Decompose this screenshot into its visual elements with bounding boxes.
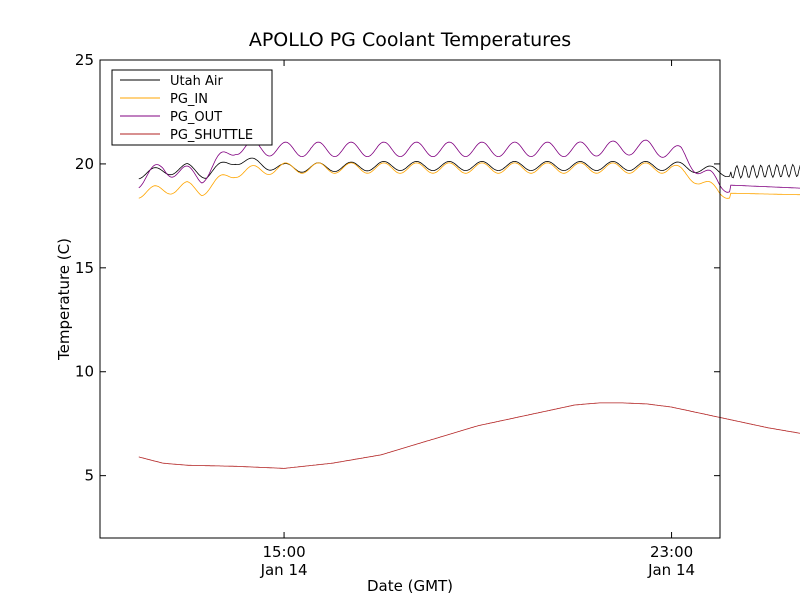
y-tick-label: 10	[75, 363, 94, 381]
series-line-pg-out	[138, 139, 800, 193]
legend-label: Utah Air	[170, 74, 223, 89]
y-axis-label: Temperature (C)	[55, 238, 73, 361]
legend-label: PG_OUT	[170, 110, 222, 125]
legend: Utah Air PG_IN PG_OUT PG_SHUTTLE	[111, 69, 273, 146]
legend-label: PG_IN	[170, 92, 208, 107]
series-line-pg-shuttle	[138, 402, 800, 469]
y-tick-label: 20	[75, 155, 94, 173]
y-axis-ticks: 5 10 15 20 25	[75, 51, 720, 485]
series-line-utah-air	[138, 157, 800, 180]
x-tick-date-label: Jan 14	[647, 561, 695, 579]
x-tick-date-label: Jan 14	[260, 561, 308, 579]
x-axis-label: Date (GMT)	[367, 577, 453, 595]
chart-title: APOLLO PG Coolant Temperatures	[249, 29, 571, 51]
y-tick-label: 15	[75, 259, 94, 277]
x-tick-time-label: 23:00	[650, 543, 693, 561]
legend-box	[111, 69, 273, 146]
y-tick-label: 5	[84, 467, 94, 485]
series-line-pg-in	[138, 162, 800, 199]
plot-border	[99, 59, 721, 539]
x-tick-time-label: 15:00	[262, 543, 305, 561]
legend-label: PG_SHUTTLE	[170, 128, 253, 143]
legend-entries: Utah Air PG_IN PG_OUT PG_SHUTTLE	[120, 74, 253, 143]
y-tick-label: 25	[75, 51, 94, 69]
series-layer	[138, 139, 800, 469]
